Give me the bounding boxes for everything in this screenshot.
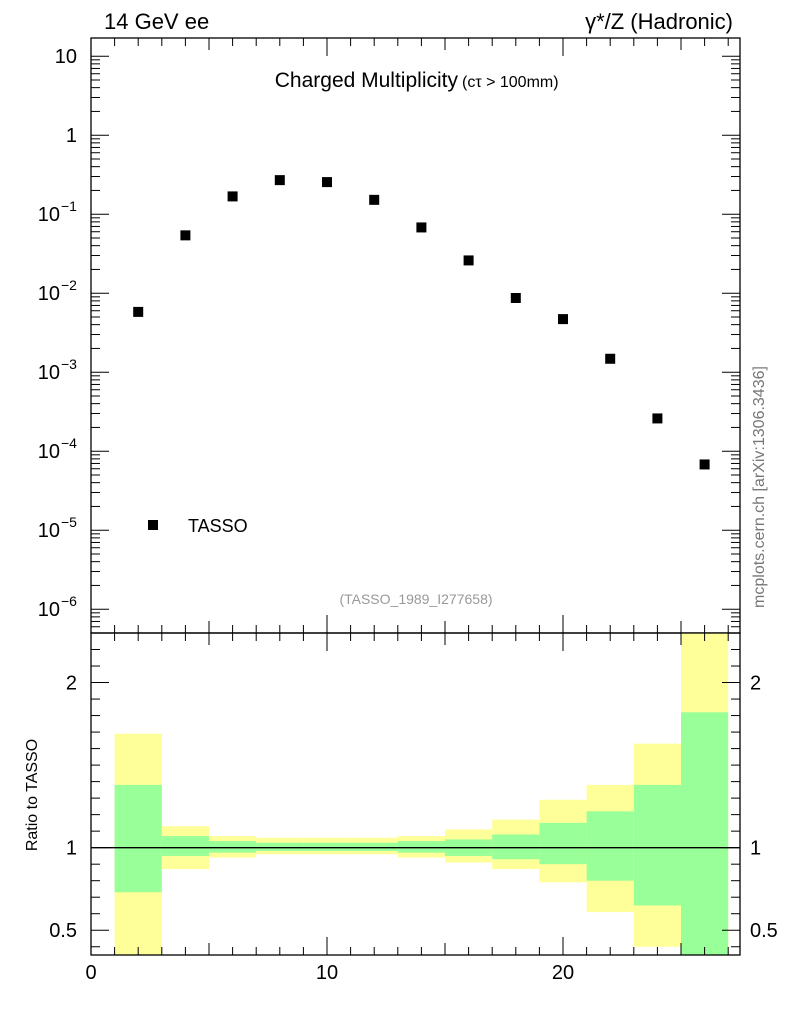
ratio-frame — [90, 632, 741, 956]
data-point — [510, 292, 521, 303]
process-label: γ*/Z (Hadronic) — [585, 9, 733, 34]
main-y-tick-label: 10 — [38, 204, 60, 226]
main-y-tick-label: 1 — [66, 125, 77, 147]
x-tick-label: 10 — [316, 962, 338, 984]
data-point — [652, 413, 663, 424]
data-point — [558, 314, 568, 325]
ratio-plot: 0 10 20 0.5 0.5 1 1 2 2 — [49, 632, 778, 984]
data-point — [416, 222, 427, 233]
data-point — [369, 194, 380, 205]
inner-band-bin — [633, 784, 681, 906]
main-y-tick-exponent: −3 — [61, 356, 77, 372]
x-tick-label: 20 — [552, 962, 574, 984]
legend-label: TASSO — [188, 516, 248, 536]
inner-band-bin — [492, 834, 540, 860]
data-point — [227, 191, 238, 202]
main-y-tick-label: 10 — [38, 599, 60, 621]
main-y-tick-exponent: −4 — [61, 435, 77, 451]
data-point — [274, 175, 285, 186]
main-y-tick-label: 10 — [38, 520, 60, 542]
inner-band-bin — [350, 842, 398, 851]
inner-band-bin — [539, 822, 587, 865]
side-credit: mcplots.cern.ch [arXiv:1306.3436] — [751, 366, 768, 608]
data-point — [463, 255, 474, 266]
data-point — [605, 353, 616, 364]
ratio-y-tick-label: 2 — [66, 673, 77, 695]
main-y-tick-label: 10 — [55, 46, 77, 68]
energy-label: 14 GeV ee — [104, 9, 209, 34]
inner-band-bin — [256, 842, 304, 851]
ratio-y-tick-label: 1 — [66, 838, 77, 860]
main-y-tick-label: 10 — [38, 283, 60, 305]
ratio-y-tick-label-right: 1 — [750, 838, 761, 860]
ratio-ylabel: Ratio to TASSO — [24, 739, 41, 851]
x-tick-label: 0 — [85, 962, 96, 984]
main-y-tick-exponent: −2 — [61, 277, 77, 293]
main-y-tick-exponent: −5 — [61, 514, 77, 530]
analysis-ref: (TASSO_1989_I277658) — [339, 591, 492, 607]
plot-title: Charged Multiplicity — [275, 69, 459, 92]
inner-band-bin — [303, 842, 351, 851]
inner-band-bin — [114, 784, 162, 893]
inner-band-bin — [161, 836, 209, 856]
ratio-y-tick-label-right: 2 — [750, 673, 761, 695]
main-y-tick-label: 10 — [38, 362, 60, 384]
ratio-bands — [114, 633, 729, 955]
inner-band-bin — [209, 841, 257, 853]
ratio-y-tick-label-right: 0.5 — [750, 920, 778, 942]
data-point — [180, 230, 191, 241]
main-y-tick-exponent: −6 — [61, 593, 77, 609]
data-point — [322, 177, 332, 188]
main-y-tick-label: 10 — [38, 441, 60, 463]
legend-marker — [148, 520, 158, 530]
data-point — [699, 459, 710, 470]
ratio-y-tick-label: 0.5 — [49, 920, 77, 942]
plot-title-cut: (cτ > 100mm) — [462, 74, 559, 91]
inner-band-bin — [397, 841, 445, 853]
main-frame — [90, 37, 741, 634]
data-point — [133, 306, 144, 317]
inner-band-bin — [586, 811, 634, 881]
inner-band-bin — [681, 712, 729, 955]
main-y-tick-exponent: −1 — [61, 198, 77, 214]
